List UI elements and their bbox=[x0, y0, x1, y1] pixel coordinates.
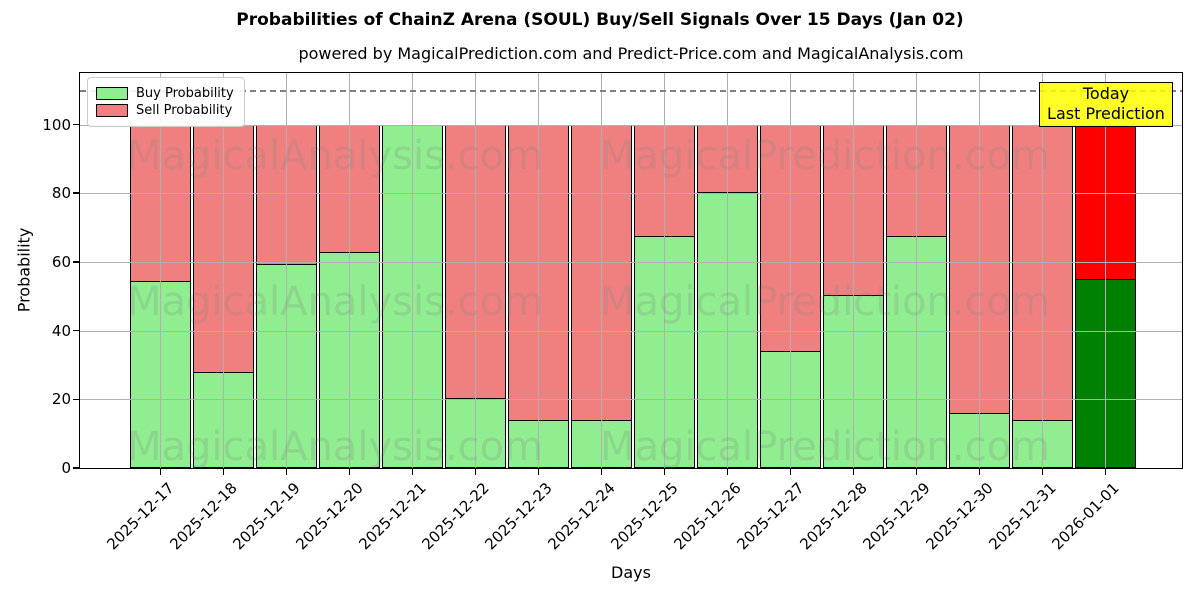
gridline-h-100 bbox=[80, 124, 1182, 126]
plot-area: MagicalAnalysis.com MagicalPrediction.com… bbox=[80, 73, 1182, 470]
legend-swatch-buy-icon bbox=[96, 87, 128, 100]
watermark-left-row1: MagicalAnalysis.com bbox=[127, 133, 544, 179]
watermark-right-row3: MagicalPrediction.com bbox=[600, 424, 1050, 470]
gridline-v-2025-12-21 bbox=[412, 73, 413, 468]
legend: Buy Probability Sell Probability bbox=[87, 77, 245, 127]
x-tickmark-2025-12-31 bbox=[1041, 469, 1044, 475]
gridline-v-2025-12-31 bbox=[1042, 73, 1043, 468]
x-axis-label: Days bbox=[611, 563, 651, 582]
chart-title: Probabilities of ChainZ Arena (SOUL) Buy… bbox=[236, 10, 964, 30]
legend-label-sell: Sell Probability bbox=[136, 103, 233, 118]
x-tickmark-2025-12-23 bbox=[537, 469, 540, 475]
legend-label-buy: Buy Probability bbox=[136, 86, 234, 101]
dashed-line-110 bbox=[80, 90, 1182, 92]
x-tickmark-2025-12-20 bbox=[348, 469, 351, 475]
y-tickmark-0 bbox=[73, 467, 79, 469]
x-tickmark-2025-12-24 bbox=[600, 469, 603, 475]
y-tickmark-40 bbox=[73, 329, 79, 332]
gridline-h-60 bbox=[80, 261, 1182, 263]
gridline-v-2025-12-27 bbox=[790, 73, 791, 468]
gridline-v-2025-12-25 bbox=[664, 73, 665, 468]
gridline-v-2025-12-18 bbox=[223, 73, 224, 468]
legend-item-sell: Sell Probability bbox=[96, 103, 234, 118]
x-tickmark-2025-12-22 bbox=[474, 469, 477, 475]
watermark-left-row3: MagicalAnalysis.com bbox=[127, 424, 544, 470]
gridline-v-2025-12-30 bbox=[979, 73, 980, 468]
x-tickmark-2025-12-26 bbox=[726, 469, 729, 475]
gridline-v-2025-12-28 bbox=[853, 73, 854, 468]
x-tickmark-2025-12-27 bbox=[789, 469, 792, 475]
gridline-v-2025-12-17 bbox=[160, 73, 161, 468]
gridline-v-2025-12-23 bbox=[538, 73, 539, 468]
y-tickmark-20 bbox=[73, 398, 79, 401]
gridline-h-40 bbox=[80, 330, 1182, 332]
x-tickmark-2026-01-01 bbox=[1104, 469, 1107, 475]
gridline-v-2025-12-19 bbox=[286, 73, 287, 468]
chart-subtitle: powered by MagicalPrediction.com and Pre… bbox=[298, 44, 964, 63]
y-tickmark-60 bbox=[73, 261, 79, 263]
gridline-h-80 bbox=[80, 193, 1182, 195]
x-tickmark-2025-12-29 bbox=[915, 469, 918, 475]
today-label-box: Today Last Prediction bbox=[1039, 82, 1173, 127]
x-tickmark-2025-12-21 bbox=[411, 469, 414, 475]
x-tickmark-2025-12-17 bbox=[159, 469, 162, 475]
x-tickmark-2025-12-19 bbox=[285, 469, 288, 475]
gridline-v-2025-12-24 bbox=[601, 73, 602, 468]
y-tick-label-60: 60 bbox=[51, 252, 71, 271]
x-tickmark-2025-12-28 bbox=[852, 469, 855, 475]
legend-swatch-sell-icon bbox=[96, 104, 128, 117]
x-tickmark-2025-12-25 bbox=[663, 469, 666, 475]
watermark-right-row2: MagicalPrediction.com bbox=[600, 279, 1050, 325]
x-tickmark-2025-12-18 bbox=[222, 469, 225, 475]
gridline-v-2026-01-01 bbox=[1105, 73, 1106, 468]
gridline-h-20 bbox=[80, 399, 1182, 401]
gridline-v-2025-12-29 bbox=[916, 73, 917, 468]
y-tick-label-100: 100 bbox=[42, 115, 71, 134]
y-tickmark-100 bbox=[73, 123, 79, 126]
watermark-left-row2: MagicalAnalysis.com bbox=[127, 279, 544, 325]
today-label-line1: Today bbox=[1082, 84, 1130, 103]
y-tick-label-20: 20 bbox=[51, 390, 71, 409]
gridline-v-2025-12-26 bbox=[727, 73, 728, 468]
gridline-v-2025-12-20 bbox=[349, 73, 350, 468]
watermark-right-row1: MagicalPrediction.com bbox=[600, 133, 1050, 179]
y-tickmark-80 bbox=[73, 192, 79, 194]
today-label-line2: Last Prediction bbox=[1047, 104, 1165, 123]
y-tick-label-40: 40 bbox=[51, 321, 71, 340]
x-tickmark-2025-12-30 bbox=[978, 469, 981, 475]
legend-item-buy: Buy Probability bbox=[96, 86, 234, 101]
gridline-v-2025-12-22 bbox=[475, 73, 476, 468]
y-tick-label-0: 0 bbox=[61, 459, 71, 477]
y-tick-label-80: 80 bbox=[51, 184, 71, 203]
